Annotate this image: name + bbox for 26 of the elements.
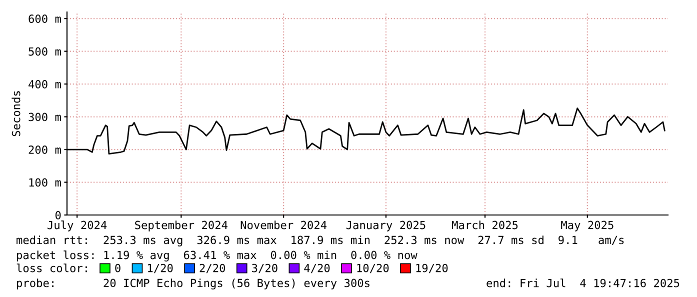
x-tick-label: September 2024 (135, 220, 228, 232)
y-axis-title: Seconds (12, 91, 20, 136)
y-tick-label: 300 m (28, 112, 61, 122)
y-tick-label: 100 m (29, 178, 61, 187)
text: median rtt: 253.3 ms avg 326.9 ms max 187.9 ms min 252.3 ms now 27.7 ms sd 9.1 am/s (16, 236, 624, 246)
x-tick-label: May 2025 (561, 220, 614, 232)
legend-label: 0 (115, 264, 120, 272)
y-tick-label: 200 m (28, 146, 61, 154)
legend-label: 1/20 (148, 264, 173, 274)
x-tick-label: July 2024 (48, 220, 107, 232)
x-tick-label: November 2024 (240, 220, 327, 230)
y-tick-label: 0 (55, 211, 61, 220)
legend-label: 4/20 (304, 264, 330, 274)
legend-title: loss color: (16, 264, 87, 272)
text: end: Fri Jul 4 19:47:16 2025 (486, 278, 680, 288)
y-tick-label: 400 m (28, 80, 61, 88)
y-tick-label: 500 m (28, 47, 61, 56)
x-tick-label: March 2025 (452, 220, 518, 230)
text: packet loss: 1.19 % avg 63.41 % max 0.00 % min 0.00 % now (17, 250, 418, 262)
legend-label: 3/20 (252, 264, 278, 274)
x-tick-label: January 2025 (346, 220, 426, 232)
legend-label: 19/20 (416, 264, 448, 274)
text: probe: 20 ICMP Echo Pings (56 Bytes) every 300s (17, 278, 370, 290)
y-tick-label: 600 m (28, 14, 61, 23)
legend-label: 2/20 (200, 264, 226, 274)
legend-label: 10/20 (357, 264, 389, 274)
